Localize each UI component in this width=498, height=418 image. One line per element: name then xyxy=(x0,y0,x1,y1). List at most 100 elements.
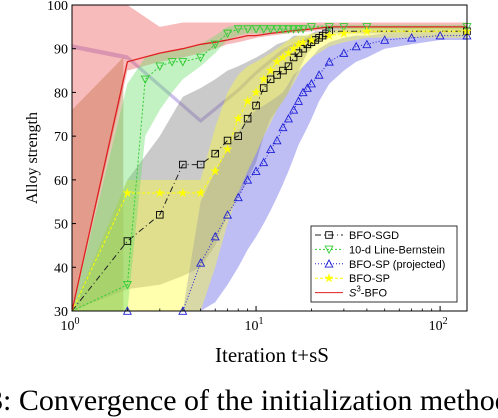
marker-bfo-sp-projected xyxy=(210,231,220,241)
marker-bfo-sp xyxy=(362,26,372,36)
marker-bfo-sp xyxy=(298,37,308,47)
marker-bfo-sgd xyxy=(156,211,164,219)
chart-figure: 30 40 50 60 70 80 90 100 100 101 102 Alloy strengt… xyxy=(24,0,472,367)
figure-caption: 3: Convergence of the initialization met… xyxy=(0,384,498,417)
marker-bfo-sp-projected xyxy=(314,70,324,79)
marker-10-d-line-bernstein xyxy=(122,281,132,290)
band-bfo-sp xyxy=(72,26,467,311)
marker-10-d-line-bernstein xyxy=(283,25,294,34)
marker-bfo-sp xyxy=(324,30,335,40)
y-tick-label: 60 xyxy=(54,174,68,189)
marker-bfo-sp-projected xyxy=(196,258,206,267)
marker-bfo-sp xyxy=(222,144,233,154)
line-bfo-sp-projected xyxy=(72,35,467,311)
legend-marker-bfo-sgd xyxy=(325,231,333,239)
band-10-d-line-bernstein xyxy=(72,24,467,311)
marker-bfo-sgd xyxy=(259,84,268,92)
marker-bfo-sp xyxy=(154,187,165,198)
marker-10-d-line-bernstein xyxy=(278,25,288,34)
marker-bfo-sgd xyxy=(223,136,232,145)
marker-bfo-sp-projected xyxy=(339,48,349,57)
y-tick-label: 90 xyxy=(54,43,68,58)
marker-bfo-sp-projected xyxy=(298,87,308,97)
band-bfo-sgd xyxy=(72,29,467,311)
y-tick-label: 30 xyxy=(54,305,68,320)
marker-bfo-sp xyxy=(265,65,276,75)
marker-bfo-sp-projected xyxy=(243,175,253,184)
marker-10-d-line-bernstein xyxy=(243,25,253,34)
marker-10-d-line-bernstein xyxy=(155,62,165,71)
marker-bfo-sgd xyxy=(289,53,298,62)
marker-bfo-sp-projected xyxy=(302,83,312,92)
marker-bfo-sp xyxy=(233,113,244,123)
marker-10-d-line-bernstein xyxy=(259,25,269,34)
marker-10-d-line-bernstein xyxy=(293,25,304,34)
marker-10-d-line-bernstein xyxy=(251,25,261,34)
marker-bfo-sp-projected xyxy=(380,35,390,44)
marker-bfo-sgd xyxy=(284,62,293,70)
marker-bfo-sgd xyxy=(211,149,219,158)
marker-bfo-sp-projected xyxy=(293,96,304,105)
x-axis-label: Iteration t+sS xyxy=(215,343,329,367)
legend-label-bfo-sp: BFO-SP xyxy=(349,273,390,285)
legend: BFO-SGD 10-d Line-Bernstein BFO-SP (projec… xyxy=(310,225,458,303)
y-tick-label: 70 xyxy=(54,130,68,145)
legend-marker-10-d-line-bernstein xyxy=(324,245,334,255)
y-tick-label: 100 xyxy=(47,0,68,14)
plot-frame xyxy=(71,4,468,312)
marker-bfo-sp-projected xyxy=(259,157,269,167)
marker-10-d-line-bernstein xyxy=(233,25,243,34)
tick-labels: 30 40 50 60 70 80 90 100 100 101 102 xyxy=(47,0,448,334)
y-tick-label: 50 xyxy=(54,218,68,233)
marker-10-d-line-bernstein xyxy=(178,58,188,67)
marker-bfo-sp-projected xyxy=(266,144,276,154)
marker-bfo-sgd xyxy=(179,160,187,169)
marker-bfo-sgd xyxy=(234,132,242,140)
marker-bfo-sgd xyxy=(273,71,281,79)
marker-bfo-sgd xyxy=(279,66,287,75)
marker-bfo-sgd xyxy=(196,160,205,169)
band-bfo-sp-projected xyxy=(72,33,467,311)
marker-10-d-line-bernstein xyxy=(339,23,349,32)
marker-bfo-sp xyxy=(177,187,188,198)
marker-bfo-sp-projected xyxy=(351,41,361,51)
marker-bfo-sp-projected xyxy=(289,105,299,114)
marker-bfo-sgd xyxy=(252,101,260,110)
band-s-3-bfo xyxy=(72,5,467,311)
marker-bfo-sp xyxy=(272,56,282,66)
marker-bfo-sp xyxy=(339,28,349,38)
marker-bfo-sp xyxy=(258,74,269,84)
marker-bfo-sgd xyxy=(294,49,303,57)
marker-bfo-sp-projected xyxy=(283,113,294,123)
y-axis-label: Alloy strength xyxy=(24,112,41,204)
marker-10-d-line-bernstein xyxy=(362,23,372,32)
marker-bfo-sp-projected xyxy=(272,135,282,145)
y-tick-label: 80 xyxy=(54,86,68,101)
marker-10-d-line-bernstein xyxy=(289,25,299,34)
x-tick-label: 102 xyxy=(429,316,448,334)
marker-bfo-sp-projected xyxy=(407,33,417,42)
marker-bfo-sgd xyxy=(299,44,307,53)
marker-bfo-sp xyxy=(306,34,317,45)
marker-bfo-sgd xyxy=(123,237,132,245)
legend-label-10-d-line-bernstein: 10-d Line-Bernstein xyxy=(349,244,445,256)
legend-label-s-3-bfo: S3-BFO xyxy=(349,285,388,300)
marker-bfo-sp-projected xyxy=(306,78,317,88)
marker-10-d-line-bernstein xyxy=(324,23,334,32)
confidence-bands xyxy=(72,5,467,311)
marker-bfo-sp-projected xyxy=(324,57,334,66)
marker-bfo-sgd xyxy=(266,75,275,84)
marker-bfo-sp xyxy=(277,52,288,62)
marker-10-d-line-bernstein xyxy=(210,40,220,50)
marker-10-d-line-bernstein xyxy=(298,25,308,34)
marker-10-d-line-bernstein xyxy=(196,53,206,63)
marker-bfo-sp-projected xyxy=(278,122,288,132)
axes xyxy=(71,4,468,312)
marker-bfo-sp xyxy=(251,87,261,97)
marker-bfo-sp-projected xyxy=(222,210,233,219)
y-tick-label: 40 xyxy=(54,261,68,276)
marker-10-d-line-bernstein xyxy=(272,25,282,34)
marker-10-d-line-bernstein xyxy=(266,25,276,34)
marker-bfo-sp xyxy=(195,187,206,198)
marker-bfo-sp-projected xyxy=(435,30,445,40)
